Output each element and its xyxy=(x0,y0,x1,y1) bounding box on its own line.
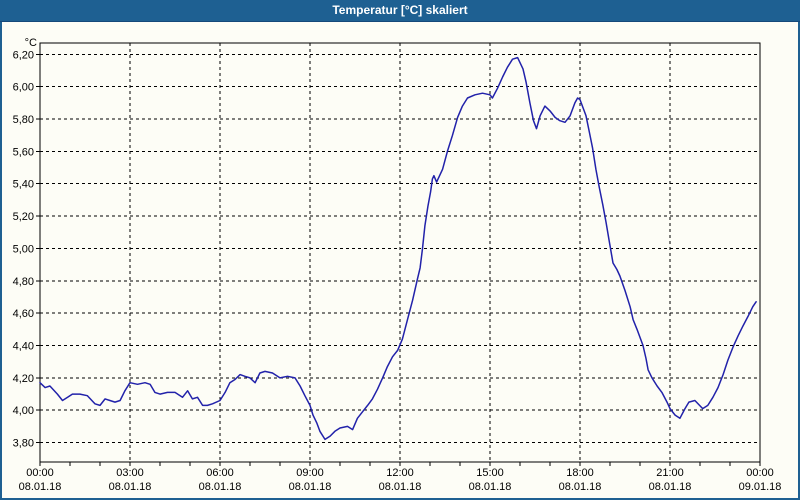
x-tick-time-label: 21:00 xyxy=(656,467,684,479)
x-tick-date-label: 08.01.18 xyxy=(289,481,332,493)
x-tick-date-label: 08.01.18 xyxy=(19,481,62,493)
y-tick-label: 4,20 xyxy=(13,373,34,385)
y-tick-label: 4,80 xyxy=(13,276,34,288)
x-tick-time-label: 18:00 xyxy=(566,467,594,479)
y-tick-label: 5,40 xyxy=(13,179,34,191)
x-tick-date-label: 08.01.18 xyxy=(199,481,242,493)
x-tick-time-label: 03:00 xyxy=(116,467,144,479)
y-tick-label: 5,60 xyxy=(13,146,34,158)
x-tick-time-label: 00:00 xyxy=(26,467,54,479)
x-tick-time-label: 15:00 xyxy=(476,467,504,479)
x-tick-date-label: 09.01.18 xyxy=(739,481,782,493)
y-tick-label: 6,20 xyxy=(13,49,34,61)
y-tick-label: 4,00 xyxy=(13,405,34,417)
y-tick-label: 4,60 xyxy=(13,308,34,320)
x-tick-date-label: 08.01.18 xyxy=(469,481,512,493)
y-axis-unit-label: °C xyxy=(25,37,37,49)
x-tick-date-label: 08.01.18 xyxy=(559,481,602,493)
temperature-series-line xyxy=(39,56,757,441)
x-tick-time-label: 09:00 xyxy=(296,467,324,479)
x-tick-date-label: 08.01.18 xyxy=(649,481,692,493)
y-tick-label: 4,40 xyxy=(13,341,34,353)
y-tick-label: 5,20 xyxy=(13,211,34,223)
window-title: Temperatur [°C] skaliert xyxy=(332,3,468,17)
window-title-bar: Temperatur [°C] skaliert xyxy=(0,0,800,22)
x-tick-date-label: 08.01.18 xyxy=(379,481,422,493)
x-tick-time-label: 12:00 xyxy=(386,467,414,479)
x-tick-time-label: 06:00 xyxy=(206,467,234,479)
y-tick-label: 3,80 xyxy=(13,438,34,450)
y-tick-label: 5,00 xyxy=(13,243,34,255)
x-tick-time-label: 00:00 xyxy=(746,467,774,479)
y-tick-label: 6,00 xyxy=(13,82,34,94)
x-tick-date-label: 08.01.18 xyxy=(109,481,152,493)
y-tick-label: 5,80 xyxy=(13,114,34,126)
plot-frame xyxy=(39,42,761,463)
